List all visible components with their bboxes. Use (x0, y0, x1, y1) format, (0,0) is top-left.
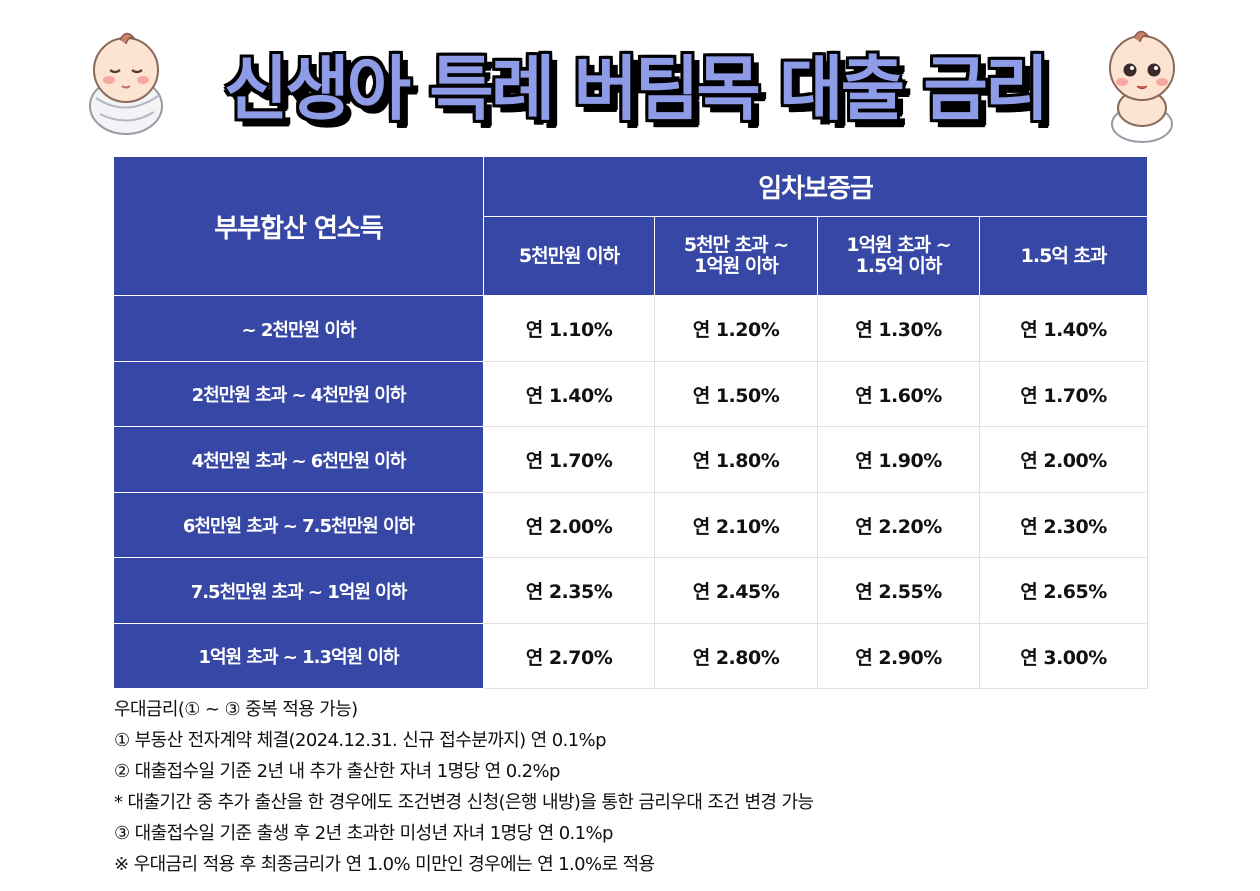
sleeping-baby-icon (89, 32, 163, 135)
rate-cell: 연 1.40% (483, 361, 655, 427)
column-header-line: 1.5억 초과 (1020, 244, 1108, 267)
rate-cell: 연 2.80% (654, 623, 818, 689)
table-row: 7.5천만원 초과 ~ 1억원 이하 연 2.35% 연 2.45% 연 2.5… (113, 557, 1149, 624)
note-line: ① 부동산 전자계약 체결(2024.12.31. 신규 접수분까지) 연 0.… (114, 730, 606, 751)
rate-cell: 연 1.70% (978, 361, 1149, 427)
sitting-baby-icon (1109, 30, 1175, 143)
rate-cell: 연 2.00% (483, 492, 655, 558)
rate-cell: 연 2.55% (817, 557, 980, 624)
rate-cell: 연 2.35% (483, 557, 655, 624)
rate-cell: 연 2.45% (654, 557, 818, 624)
column-header-line: 5천만원 이하 (518, 244, 620, 267)
note-line: ② 대출접수일 기준 2년 내 추가 출산한 자녀 1명당 연 0.2%p (114, 761, 560, 782)
row-header: 2천만원 초과 ~ 4천만원 이하 (113, 361, 484, 427)
rate-cell: 연 1.40% (978, 295, 1149, 362)
column-header: 1억원 초과 ~ 1.5억 이하 (817, 216, 980, 296)
rate-cell: 연 1.80% (654, 426, 818, 493)
row-header: 1억원 초과 ~ 1.3억원 이하 (113, 623, 484, 689)
note-heading: 우대금리(① ~ ③ 중복 적용 가능) (114, 699, 358, 720)
table-row: 4천만원 초과 ~ 6천만원 이하 연 1.70% 연 1.80% 연 1.90… (113, 426, 1149, 493)
rate-cell: 연 1.70% (483, 426, 655, 493)
table-row: 6천만원 초과 ~ 7.5천만원 이하 연 2.00% 연 2.10% 연 2.… (113, 492, 1149, 558)
rate-cell: 연 2.20% (817, 492, 980, 558)
rate-cell: 연 2.90% (817, 623, 980, 689)
row-header: 4천만원 초과 ~ 6천만원 이하 (113, 426, 484, 493)
note-line: * 대출기간 중 추가 출산을 한 경우에도 조건변경 신청(은행 내방)을 통… (114, 792, 814, 813)
rate-cell: 연 1.20% (654, 295, 818, 362)
row-header: 6천만원 초과 ~ 7.5천만원 이하 (113, 492, 484, 558)
row-header: ~ 2천만원 이하 (113, 295, 484, 362)
notes: 우대금리(① ~ ③ 중복 적용 가능) ① 부동산 전자계약 체결(2024.… (114, 694, 1214, 880)
column-header: 5천만원 이하 (483, 216, 655, 296)
rate-cell: 연 1.90% (817, 426, 980, 493)
table-row: 1억원 초과 ~ 1.3억원 이하 연 2.70% 연 2.80% 연 2.90… (113, 623, 1149, 689)
deposit-group-header: 임차보증금 (482, 156, 1149, 217)
row-header: 7.5천만원 초과 ~ 1억원 이하 (113, 557, 484, 624)
column-header-line: 5천만 초과 ~ (683, 234, 789, 256)
rate-table: 부부합산 연소득 임차보증금 5천만원 이하 5천만 초과 ~ 1억원 이하 1… (113, 156, 1149, 689)
rate-cell: 연 2.10% (654, 492, 818, 558)
table-row: ~ 2천만원 이하 연 1.10% 연 1.20% 연 1.30% 연 1.40… (113, 295, 1149, 362)
rate-cell: 연 1.60% (817, 361, 980, 427)
income-header: 부부합산 연소득 (113, 156, 484, 296)
rate-cell: 연 3.00% (978, 623, 1149, 689)
rate-cell: 연 2.65% (978, 557, 1149, 624)
rate-cell: 연 1.30% (817, 295, 980, 362)
rate-cell: 연 1.10% (483, 295, 655, 362)
column-header-line: 1억원 초과 ~ (846, 234, 951, 256)
note-line: ※ 우대금리 적용 후 최종금리가 연 1.0% 미만인 경우에는 연 1.0%… (114, 854, 655, 875)
table-row: 2천만원 초과 ~ 4천만원 이하 연 1.40% 연 1.50% 연 1.60… (113, 361, 1149, 427)
title-area: 신생아 특례 버팀목 대출 금리 (0, 18, 1260, 148)
note-line: ③ 대출접수일 기준 출생 후 2년 초과한 미성년 자녀 1명당 연 0.1%… (114, 823, 613, 844)
column-header: 1.5억 초과 (978, 216, 1149, 296)
column-header-line: 1억원 이하 (694, 255, 779, 277)
rate-cell: 연 2.00% (978, 426, 1149, 493)
rate-cell: 연 1.50% (654, 361, 818, 427)
column-header-line: 1.5억 이하 (855, 255, 943, 277)
column-header: 5천만 초과 ~ 1억원 이하 (654, 216, 818, 296)
rate-cell: 연 2.70% (483, 623, 655, 689)
page-title: 신생아 특례 버팀목 대출 금리 (223, 48, 1049, 130)
rate-cell: 연 2.30% (978, 492, 1149, 558)
